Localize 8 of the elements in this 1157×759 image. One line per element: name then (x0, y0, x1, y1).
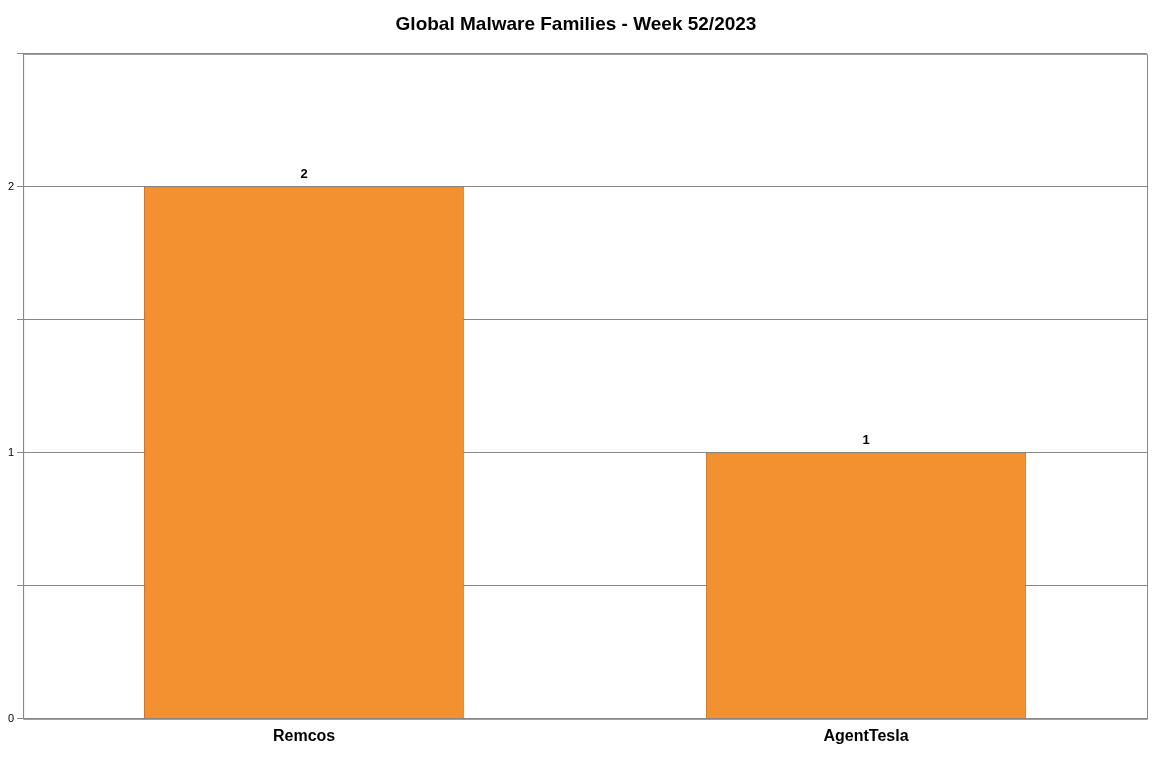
x-tick-label: AgentTesla (823, 726, 909, 744)
y-tick-label: 0 (7, 711, 15, 724)
chart-title: Global Malware Families - Week 52/2023 (395, 12, 757, 34)
x-tick-label: Remcos (272, 726, 336, 744)
y-tick-label: 1 (7, 445, 15, 458)
y-tick-label: 2 (7, 179, 15, 192)
data-label: 2 (300, 165, 308, 181)
data-label: 1 (862, 431, 870, 447)
